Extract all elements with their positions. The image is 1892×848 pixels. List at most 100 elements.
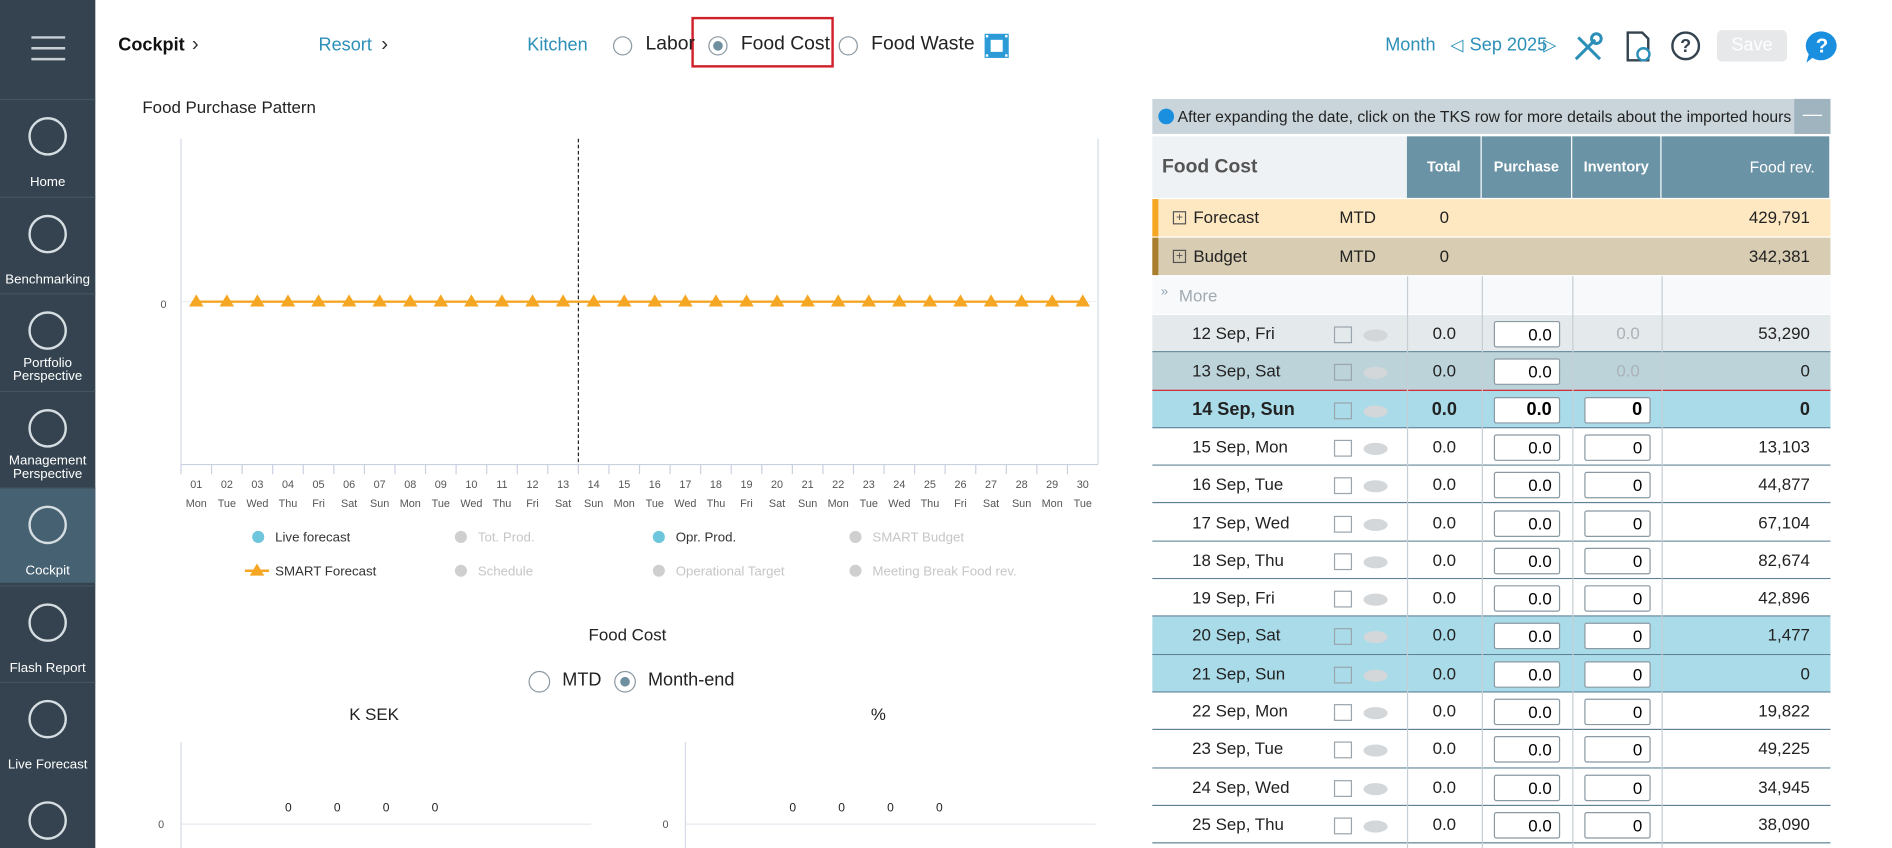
inventory-input[interactable]: 0: [1584, 509, 1651, 537]
save-button[interactable]: Save: [1717, 30, 1788, 62]
row-date[interactable]: 20 Sep, Sat: [1192, 625, 1281, 645]
calendar-icon[interactable]: [1332, 739, 1354, 761]
breadcrumb[interactable]: Cockpit: [118, 34, 185, 56]
radio-label[interactable]: Food Waste: [871, 33, 975, 55]
row-date[interactable]: 23 Sep, Tue: [1192, 738, 1284, 759]
day-row[interactable]: [1152, 579, 1831, 618]
day-row[interactable]: [1152, 314, 1831, 353]
radio-label[interactable]: MTD: [562, 669, 601, 689]
row-date[interactable]: 16 Sep, Tue: [1192, 474, 1284, 494]
day-row[interactable]: [1152, 465, 1831, 504]
calendar-icon[interactable]: [1332, 550, 1354, 572]
day-row[interactable]: [1152, 617, 1831, 655]
nav-item[interactable]: Live Forecast: [0, 681, 96, 777]
row-date[interactable]: 19 Sep, Fri: [1192, 587, 1275, 608]
legend-label[interactable]: Operational Target: [676, 563, 785, 578]
purchase-input[interactable]: 0.0: [1493, 660, 1561, 688]
period-link[interactable]: Month: [1385, 34, 1436, 56]
radio-label[interactable]: Labor: [645, 33, 695, 55]
calendar-icon[interactable]: [1332, 588, 1354, 610]
legend-marker[interactable]: [652, 564, 665, 577]
inventory-input[interactable]: 0: [1584, 472, 1651, 499]
inventory-input[interactable]: 0: [1584, 698, 1651, 726]
day-row[interactable]: [1152, 768, 1831, 806]
purchase-input[interactable]: 0.0: [1493, 623, 1561, 650]
calendar-icon[interactable]: [1332, 626, 1354, 648]
next-month[interactable]: ▷: [1543, 34, 1557, 55]
legend-label[interactable]: Live forecast: [275, 530, 351, 545]
radio-button[interactable]: [708, 36, 728, 56]
row-date[interactable]: 12 Sep, Fri: [1192, 323, 1275, 343]
nav-item[interactable]: Cockpit: [0, 487, 96, 583]
purchase-input[interactable]: 0.0: [1493, 547, 1561, 575]
legend-label[interactable]: SMART Budget: [872, 530, 964, 545]
legend-label[interactable]: Schedule: [478, 563, 533, 578]
calendar-icon[interactable]: [1332, 777, 1354, 799]
row-date[interactable]: 21 Sep, Sun: [1192, 663, 1286, 683]
help-icon[interactable]: ?: [1670, 30, 1701, 61]
video-icon[interactable]: [983, 33, 1010, 60]
inventory-input[interactable]: 0: [1584, 434, 1651, 461]
summary-row[interactable]: [1152, 237, 1831, 276]
day-row[interactable]: [1152, 654, 1831, 693]
inventory-input[interactable]: 0: [1584, 660, 1651, 688]
calendar-icon[interactable]: [1332, 361, 1354, 383]
settings-icon[interactable]: [1623, 30, 1654, 64]
legend-marker[interactable]: [454, 564, 467, 577]
legend-label[interactable]: Meeting Break Food rev.: [872, 563, 1016, 578]
chat-help[interactable]: ?: [1804, 29, 1840, 65]
row-date[interactable]: 15 Sep, Mon: [1192, 436, 1288, 456]
collapse-button[interactable]: —: [1794, 98, 1831, 134]
inventory-input[interactable]: 0: [1584, 811, 1651, 839]
row-date[interactable]: 24 Sep, Wed: [1192, 776, 1290, 796]
calendar-icon[interactable]: [1332, 474, 1354, 496]
nav-item[interactable]: Benchmarking: [0, 196, 96, 291]
legend-marker[interactable]: [849, 530, 862, 543]
calendar-icon[interactable]: [1332, 663, 1354, 685]
purchase-input[interactable]: 0.0: [1493, 358, 1561, 386]
legend-label[interactable]: Tot. Prod.: [478, 530, 535, 545]
nav-item[interactable]: Flash Report: [0, 584, 96, 680]
day-row[interactable]: [1152, 692, 1831, 731]
day-row[interactable]: [1152, 428, 1831, 466]
radio-label[interactable]: Month-end: [648, 669, 734, 689]
legend-label[interactable]: SMART Forecast: [275, 563, 377, 578]
row-date[interactable]: 14 Sep, Sun: [1192, 398, 1295, 420]
more-label[interactable]: More: [1178, 285, 1218, 306]
calendar-icon[interactable]: [1332, 701, 1354, 723]
radio-button[interactable]: [612, 36, 633, 56]
summary-row[interactable]: [1152, 199, 1831, 237]
purchase-input[interactable]: 0.0: [1493, 320, 1561, 348]
calendar-icon[interactable]: [1332, 399, 1354, 421]
inventory-input[interactable]: 0: [1584, 736, 1651, 763]
purchase-input[interactable]: 0.0: [1493, 434, 1561, 461]
nav-item[interactable]: Portfolio Perspective: [0, 293, 96, 388]
tools-icon[interactable]: [1571, 30, 1605, 64]
day-row[interactable]: [1152, 730, 1831, 769]
inventory-input[interactable]: 0: [1584, 585, 1651, 612]
expand-icon[interactable]: +: [1172, 249, 1187, 264]
calendar-icon[interactable]: [1332, 437, 1354, 459]
purchase-input[interactable]: 0.0: [1493, 811, 1561, 839]
purchase-input[interactable]: 0.0: [1493, 774, 1561, 801]
radio-button[interactable]: [528, 670, 551, 693]
menu-button[interactable]: [0, 0, 95, 97]
row-date[interactable]: 17 Sep, Wed: [1192, 512, 1290, 532]
day-row[interactable]: [1152, 541, 1831, 580]
row-date[interactable]: 18 Sep, Thu: [1192, 549, 1284, 570]
legend-marker[interactable]: [652, 530, 665, 543]
legend-marker[interactable]: [249, 563, 265, 576]
prev-month[interactable]: ◁: [1450, 34, 1464, 55]
purchase-input[interactable]: 0.0: [1493, 396, 1561, 424]
row-date[interactable]: 25 Sep, Thu: [1192, 814, 1284, 834]
radio-button[interactable]: [838, 36, 858, 56]
nav-item[interactable]: Home: [0, 98, 96, 194]
radio-label[interactable]: Food Cost: [740, 33, 830, 55]
day-row[interactable]: [1152, 352, 1831, 391]
inventory-input[interactable]: 0: [1584, 547, 1651, 575]
purchase-input[interactable]: 0.0: [1493, 736, 1561, 763]
purchase-input[interactable]: 0.0: [1493, 509, 1561, 537]
calendar-icon[interactable]: [1332, 512, 1354, 534]
legend-label[interactable]: Opr. Prod.: [676, 530, 736, 545]
more-toggle[interactable]: [1152, 276, 1831, 314]
